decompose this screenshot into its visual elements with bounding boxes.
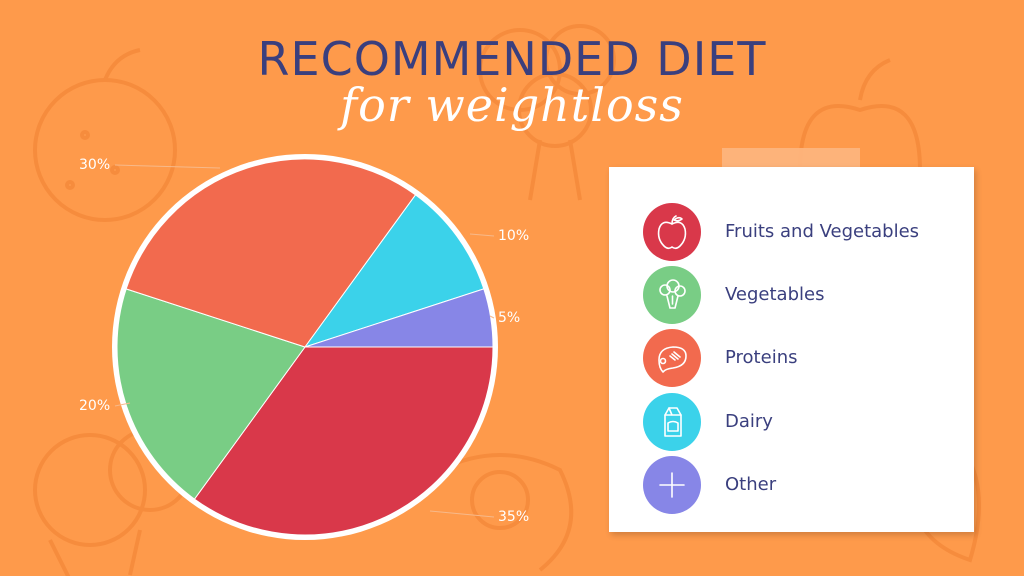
background-broccoli-icon <box>478 24 616 201</box>
legend-item-fruits-and-vegetables: Fruits and Vegetables <box>643 203 963 263</box>
legend-label: Fruits and Vegetables <box>725 221 920 242</box>
leader-line <box>429 510 495 518</box>
steak-icon-glyph <box>643 329 701 387</box>
chart-subtitle: for weightloss <box>340 78 684 132</box>
milk-carton-icon <box>643 393 701 451</box>
data-label: 10% <box>498 228 530 244</box>
legend-label: Dairy <box>725 411 773 432</box>
apple-icon-glyph <box>643 203 701 261</box>
broccoli-icon <box>643 266 701 324</box>
pie-slice-other <box>304 288 494 348</box>
legend-label: Vegetables <box>725 284 825 305</box>
legend-label: Proteins <box>725 347 798 368</box>
legend-item-proteins: Proteins <box>643 329 963 389</box>
legend-item-dairy: Dairy <box>643 393 963 453</box>
leader-line <box>114 164 221 169</box>
pie-slice-vegetables <box>116 288 306 500</box>
legend-card: Fruits and Vegetables Vegetables <box>609 167 974 532</box>
data-label: 5% <box>498 310 521 326</box>
leader-line <box>489 315 495 319</box>
pie-slice-proteins <box>125 158 417 348</box>
data-label: 30% <box>79 157 111 173</box>
plus-icon <box>643 456 701 514</box>
milk-carton-icon-glyph <box>643 393 701 451</box>
background-orange-icon <box>33 48 177 222</box>
leader-line <box>114 402 131 407</box>
pie-slice-fruits-and-vegetables <box>193 346 494 536</box>
data-label: 20% <box>79 398 111 414</box>
leader-line <box>469 233 495 237</box>
chart-title: RECOMMENDED DIET <box>257 32 767 86</box>
data-label: 35% <box>498 509 530 525</box>
legend-item-vegetables: Vegetables <box>643 266 963 326</box>
apple-icon <box>643 203 701 261</box>
legend-item-other: Other <box>643 456 963 516</box>
legend-label: Other <box>725 474 777 495</box>
broccoli-icon-glyph <box>643 266 701 324</box>
background-carrot-icon <box>439 453 574 572</box>
pie-slice-dairy <box>303 194 485 348</box>
plus-icon-glyph <box>643 456 701 514</box>
steak-icon <box>643 329 701 387</box>
